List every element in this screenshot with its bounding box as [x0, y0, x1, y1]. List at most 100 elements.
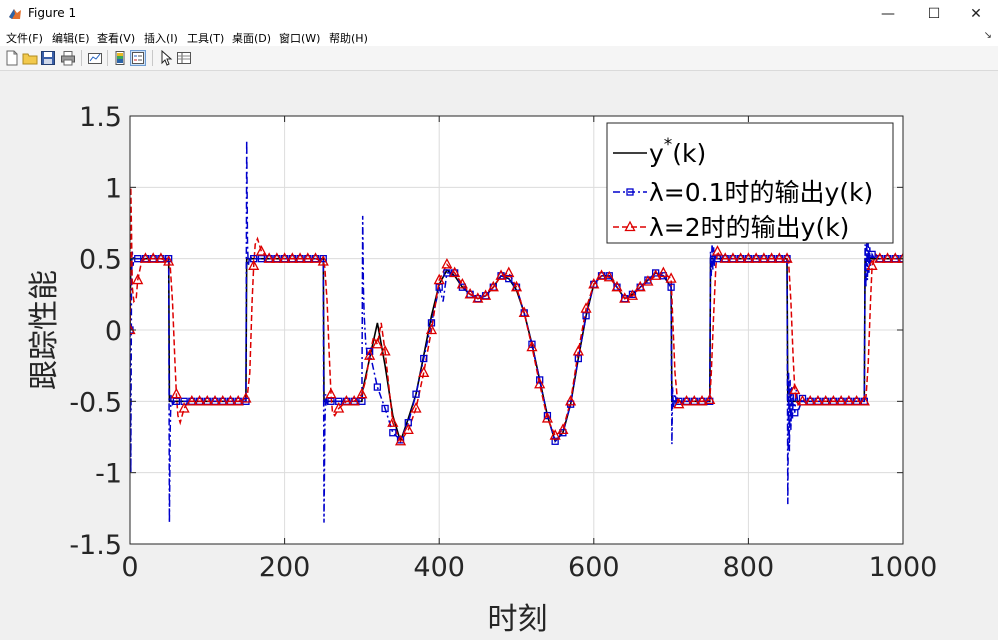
series-marker-3	[387, 416, 399, 427]
y-tick-label: 1	[105, 173, 122, 204]
menu-desktop[interactable]: 桌面(D)	[232, 32, 272, 45]
toolbar-separator	[152, 50, 153, 66]
series-marker-3	[796, 394, 809, 406]
series-marker-3	[789, 383, 801, 395]
series-marker-3	[758, 252, 770, 263]
figure-toolbar	[0, 46, 998, 71]
legend-marker-3	[624, 220, 636, 232]
series-marker-2	[791, 409, 799, 417]
y-tick-label: -1	[95, 459, 122, 490]
series-marker-3	[147, 252, 159, 263]
series-marker-3	[541, 412, 553, 423]
series-marker-3	[294, 252, 306, 263]
series-marker-3	[549, 429, 561, 440]
edit-plot-icon[interactable]	[158, 50, 174, 66]
series-marker-3	[843, 394, 855, 406]
series-marker-3	[217, 394, 229, 406]
series-marker-3	[827, 394, 840, 406]
series-marker-3	[255, 245, 267, 256]
series-marker-3	[719, 252, 731, 263]
series-marker-3	[650, 269, 662, 280]
print-icon[interactable]	[60, 50, 76, 66]
series-marker-3	[534, 377, 546, 389]
series-marker-3	[402, 423, 414, 435]
maximize-button[interactable]: ☐	[927, 6, 941, 22]
series-marker-3	[688, 394, 700, 406]
legend: y*(k) λ=0.1时的输出y(k) λ=2时的输出y(k)	[606, 122, 894, 244]
menu-help[interactable]: 帮助(H)	[329, 32, 368, 45]
series-marker-3	[132, 273, 144, 285]
series-marker-3	[711, 245, 724, 256]
series-marker-3	[874, 252, 886, 263]
series-marker-3	[240, 392, 252, 403]
menu-bar: 文件(F) 编辑(E) 查看(V) 插入(I) 工具(T) 桌面(D) 窗口(W…	[0, 28, 998, 46]
series-marker-3	[680, 394, 693, 406]
series-marker-3	[356, 387, 368, 399]
legend-marker-2	[626, 188, 634, 196]
insert-colorbar-icon[interactable]	[112, 50, 128, 66]
series-marker-2	[443, 269, 451, 277]
link-plot-icon[interactable]	[87, 50, 103, 66]
series-marker-3	[727, 252, 739, 263]
minimize-button[interactable]: —	[881, 6, 895, 22]
series-marker-2	[868, 250, 876, 259]
menu-view[interactable]: 查看(V)	[97, 32, 136, 45]
series-marker-3	[193, 394, 206, 406]
matlab-app-icon	[9, 9, 21, 19]
series-marker-3	[619, 292, 631, 303]
series-marker-3	[425, 323, 438, 335]
series-marker-3	[480, 289, 492, 300]
series-marker-3	[565, 394, 577, 406]
legend-label-rest: (k)	[672, 139, 706, 168]
menu-insert[interactable]: 插入(I)	[144, 32, 178, 45]
insert-legend-icon[interactable]	[130, 50, 146, 66]
dock-arrow-icon[interactable]: ↘	[983, 30, 992, 41]
series-marker-2	[381, 404, 389, 413]
series-marker-3	[418, 366, 430, 377]
series-marker-3	[364, 349, 376, 360]
y-axis-label: 跟踪性能	[27, 270, 62, 390]
series-marker-3	[186, 394, 198, 406]
menu-window[interactable]: 窗口(W)	[279, 32, 321, 45]
series-marker-3	[170, 387, 182, 399]
series-marker-3	[634, 280, 646, 292]
series-marker-3	[286, 252, 298, 263]
legend-label-sup: *	[664, 135, 673, 155]
series-marker-3	[279, 252, 291, 263]
series-marker-3	[866, 259, 878, 270]
menu-file[interactable]: 文件(F)	[6, 32, 43, 45]
series-marker-3	[881, 252, 894, 263]
series-marker-3	[595, 269, 608, 280]
y-tick-label: -0.5	[69, 387, 122, 418]
save-icon[interactable]	[40, 50, 56, 66]
line-chart[interactable]: 0 200 400 600 800 1000 -1.5 -1 -0.5 0 0.5 1 1.5 时刻 跟踪性…	[0, 71, 998, 640]
close-button[interactable]: ✕	[970, 6, 982, 22]
new-figure-icon[interactable]	[4, 50, 20, 66]
menu-edit[interactable]: 编辑(E)	[52, 32, 90, 45]
series-marker-3	[130, 323, 136, 335]
series-marker-3	[773, 252, 785, 263]
series-marker-3	[317, 255, 329, 266]
open-file-icon[interactable]	[22, 50, 38, 66]
series-marker-3	[657, 266, 669, 278]
series-marker-3	[309, 252, 322, 263]
series-marker-3	[340, 394, 353, 406]
legend-label-main: y	[649, 139, 664, 168]
series-marker-3	[812, 394, 824, 406]
x-tick-label: 200	[259, 552, 311, 583]
property-inspector-icon[interactable]	[176, 50, 192, 66]
series-marker-3	[665, 272, 677, 283]
window-titlebar: Figure 1 — ☐ ✕	[0, 0, 998, 28]
series-marker-3	[441, 257, 453, 269]
series-marker-3	[472, 292, 484, 303]
series-marker-3	[557, 423, 569, 435]
series-marker-3	[394, 434, 407, 446]
series-marker-3	[897, 252, 903, 263]
series-marker-2	[373, 383, 382, 391]
series-marker-3	[163, 255, 175, 266]
menu-tools[interactable]: 工具(T)	[187, 32, 225, 45]
series-marker-3	[766, 252, 778, 263]
series-marker-3	[820, 394, 832, 406]
series-marker-3	[503, 266, 515, 278]
series-marker-3	[588, 277, 600, 289]
